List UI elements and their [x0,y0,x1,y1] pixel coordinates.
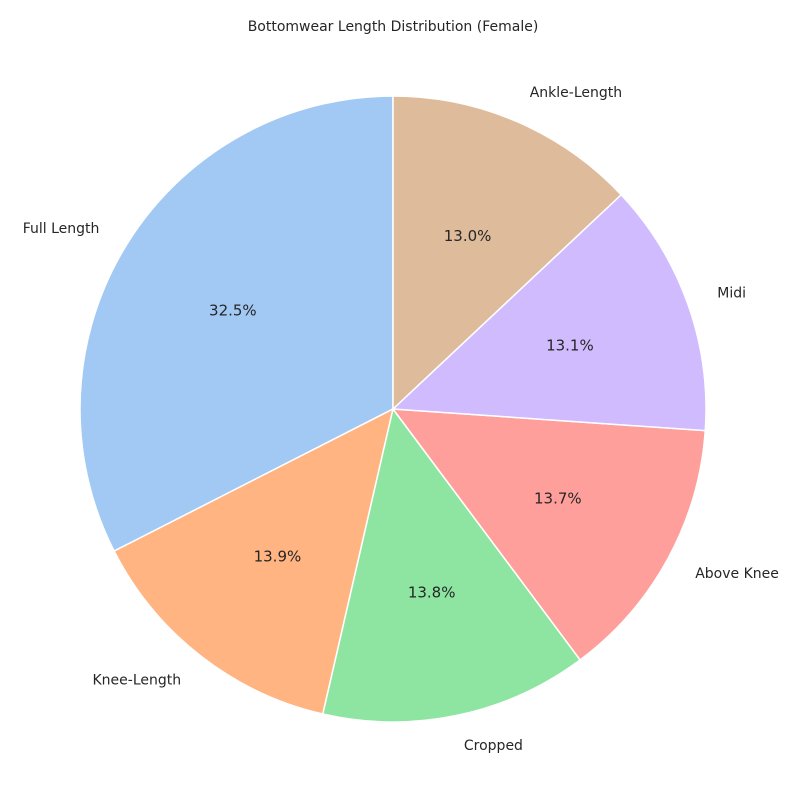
pct-label-above-knee: 13.7% [534,489,582,507]
pie-slice-cropped [321,407,582,723]
pct-label-knee-length: 13.9% [254,548,302,566]
pie-slice-above-knee [391,408,707,661]
pct-label-cropped: 13.8% [408,583,456,601]
pie-slice-full-length [79,95,394,553]
pie-slice-knee-length [113,407,395,715]
pct-label-ankle-length: 13.0% [444,227,492,245]
slice-label-cropped: Cropped [464,738,523,754]
pie-slice-midi [391,193,707,432]
chart-title: Bottomwear Length Distribution (Female) [248,19,539,35]
slice-label-full-length: Full Length [23,221,100,237]
slice-label-knee-length: Knee-Length [92,672,181,688]
pct-label-full-length: 32.5% [209,301,257,319]
slice-label-above-knee: Above Knee [695,566,779,582]
slice-labels: Full Length Knee-Length Cropped Above Knee M… [23,85,779,754]
slice-label-midi: Midi [717,285,746,301]
pie-slices [79,95,707,723]
pct-label-midi: 13.1% [546,336,594,354]
slice-label-ankle-length: Ankle-Length [530,85,622,101]
pie-slice-ankle-length [392,95,623,411]
percentage-labels: 32.5% 13.9% 13.8% 13.7% 13.1% 13.0% [209,227,594,601]
